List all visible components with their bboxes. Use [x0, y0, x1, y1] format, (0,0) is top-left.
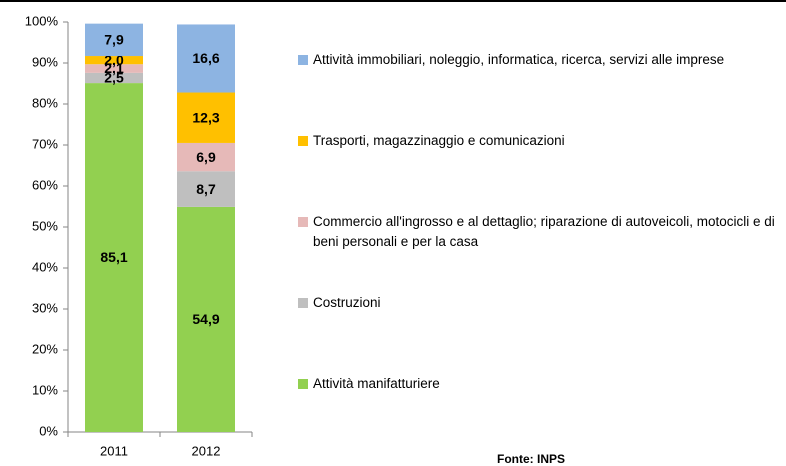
y-tick-label: 40%	[32, 259, 58, 274]
data-label: 7,9	[104, 32, 124, 48]
legend-entry: Attività manifatturiere	[298, 374, 782, 394]
bar-segment	[177, 24, 235, 93]
legend-swatch	[298, 298, 308, 308]
data-label: 54,9	[192, 311, 219, 327]
legend-swatch	[298, 55, 308, 65]
y-tick-label: 90%	[32, 54, 58, 69]
bar-segment	[177, 171, 235, 207]
data-label: 2,5	[104, 70, 124, 86]
legend-entry: Costruzioni	[298, 293, 782, 313]
bar-segment	[85, 83, 143, 432]
bar-segment	[85, 64, 143, 73]
bar-segment	[85, 56, 143, 65]
data-label: 12,3	[192, 109, 219, 125]
y-tick-label: 50%	[32, 218, 58, 233]
y-tick-label: 30%	[32, 300, 58, 315]
data-label: 16,6	[192, 50, 219, 66]
y-tick-label: 60%	[32, 177, 58, 192]
y-tick-label: 80%	[32, 95, 58, 110]
y-tick-label: 0%	[39, 423, 58, 438]
legend-entry: Attività immobiliari, noleggio, informat…	[298, 50, 782, 70]
legend-label: Attività immobiliari, noleggio, informat…	[313, 52, 725, 67]
legend-swatch	[298, 217, 308, 227]
legend-label: Costruzioni	[313, 295, 381, 310]
bar-segment	[177, 206, 235, 432]
bar-segment	[85, 23, 143, 57]
y-tick-label: 100%	[25, 13, 59, 28]
y-tick-label: 10%	[32, 382, 58, 397]
data-label: 8,7	[196, 181, 216, 197]
bar-segment	[85, 72, 143, 84]
data-label: 2,1	[104, 60, 124, 76]
x-tick-label: 2012	[192, 443, 221, 458]
legend-swatch	[298, 136, 308, 146]
data-label: 85,1	[100, 249, 127, 265]
bar-segment	[177, 92, 235, 143]
data-label: 6,9	[196, 149, 216, 165]
x-tick-label: 2011	[100, 443, 128, 458]
legend-entry: Trasporti, magazzinaggio e comunicazioni	[298, 131, 782, 151]
legend-label: Commercio all'ingrosso e al dettaglio; r…	[313, 214, 775, 249]
y-tick-label: 70%	[32, 136, 58, 151]
legend-swatch	[298, 379, 308, 389]
y-tick-label: 20%	[32, 341, 58, 356]
legend-label: Attività manifatturiere	[313, 376, 440, 391]
legend-entry: Commercio all'ingrosso e al dettaglio; r…	[298, 212, 782, 252]
bar-segment	[177, 142, 235, 172]
legend-label: Trasporti, magazzinaggio e comunicazioni	[313, 133, 565, 148]
source: Fonte: INPS	[497, 452, 565, 466]
